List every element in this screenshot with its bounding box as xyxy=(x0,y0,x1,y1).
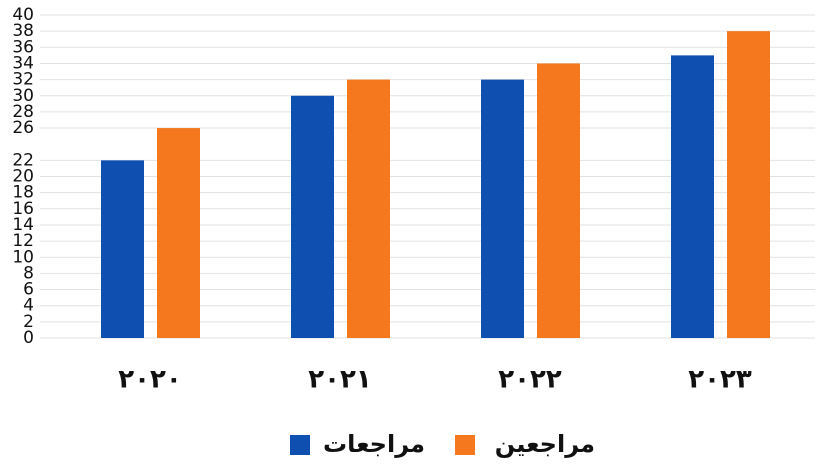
bar xyxy=(671,55,714,338)
x-tick-label: ٢٠٢٢ xyxy=(498,365,562,395)
x-tick-label: ٢٠٢١ xyxy=(308,365,371,395)
bar xyxy=(101,160,144,338)
bar xyxy=(347,80,390,338)
x-tick-label: ٢٠٢٠ xyxy=(118,365,181,395)
legend-swatch xyxy=(455,435,475,455)
bar xyxy=(481,80,524,338)
chart: 02468101214161820222628303234363840٢٠٢٠٢… xyxy=(0,0,817,466)
y-tick-label: 22 xyxy=(12,150,34,170)
bar xyxy=(157,128,200,338)
bar xyxy=(291,96,334,338)
legend-label: مراجعات xyxy=(323,430,425,458)
bar xyxy=(727,31,770,338)
legend-label: مراجعين xyxy=(495,430,595,458)
legend-swatch xyxy=(290,435,310,455)
y-tick-label: 40 xyxy=(12,5,34,25)
x-tick-label: ٢٠٢٣ xyxy=(688,365,752,395)
bar xyxy=(537,63,580,338)
